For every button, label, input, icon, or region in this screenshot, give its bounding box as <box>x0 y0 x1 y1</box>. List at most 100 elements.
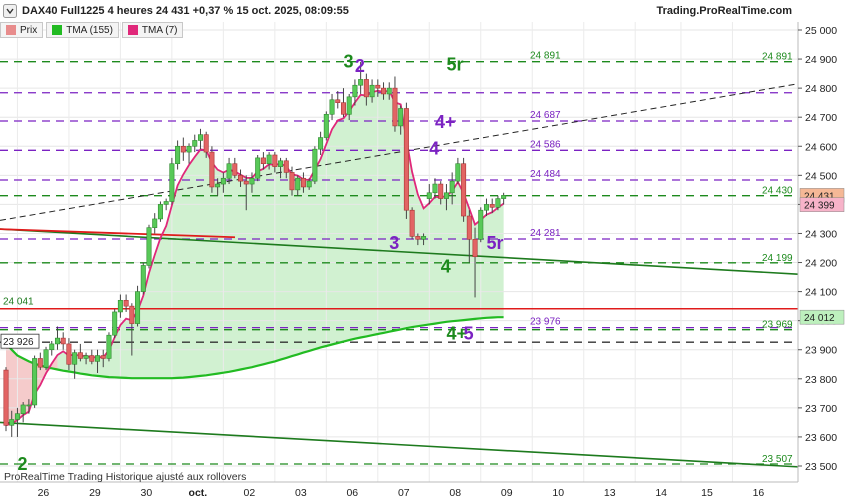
candle-body <box>169 163 175 202</box>
moving-averages <box>5 89 505 427</box>
x-tick-label: 14 <box>655 487 667 499</box>
indicator-legend: Prix TMA (155) TMA (7) <box>0 22 184 38</box>
x-tick-label: 29 <box>89 487 101 499</box>
level-mid-label: 23 976 <box>530 317 561 328</box>
candle-body <box>295 177 301 191</box>
wave-count-label: 3 <box>389 233 399 253</box>
wave-count-label: 5 <box>464 323 474 343</box>
y-tick-label: 24 100 <box>805 287 837 299</box>
candle-body <box>163 201 169 205</box>
x-tick-label: oct. <box>189 487 208 499</box>
candle-body <box>72 352 78 365</box>
y-tick-label: 24 700 <box>805 112 837 124</box>
channel-bottom-line <box>0 421 799 468</box>
candle-body <box>106 334 112 359</box>
candle-body <box>129 305 135 324</box>
y-tick-label: 23 600 <box>805 432 837 444</box>
candle-body <box>117 300 123 313</box>
candle-body <box>369 84 375 98</box>
candle-body <box>340 102 346 115</box>
candle-body <box>312 148 318 182</box>
left-price-label: 24 041 <box>3 297 34 308</box>
left-price-tag-box <box>0 333 40 349</box>
bearish-fill-area <box>6 343 58 426</box>
level-right-label: 23 969 <box>762 320 793 331</box>
candle-body <box>197 134 203 141</box>
x-tick-label: 08 <box>449 487 461 499</box>
wave-count-label: 5r <box>486 233 503 253</box>
legend-item-tma-155[interactable]: TMA (155) <box>46 22 119 38</box>
candle-body <box>14 413 20 420</box>
price-tag-label: 24 399 <box>804 201 835 212</box>
candle-body <box>466 215 472 240</box>
candle-body <box>323 113 329 138</box>
legend-swatch-icon <box>6 25 16 35</box>
candle-body <box>449 180 455 194</box>
y-tick-label: 24 200 <box>805 258 837 270</box>
wave-count-label: 2 <box>355 56 365 76</box>
level-mid-label: 24 484 <box>530 169 561 180</box>
candle-body <box>43 349 49 368</box>
level-right-label: 24 199 <box>762 253 793 264</box>
legend-swatch-icon <box>52 25 63 35</box>
candle-body <box>140 265 146 292</box>
candle-body <box>386 87 392 95</box>
legend-item-prix[interactable]: Prix <box>0 22 44 38</box>
candle-body <box>215 183 221 188</box>
candle-body <box>9 419 15 426</box>
candle-body <box>95 355 101 362</box>
chart-header: DAX40 Full1225 4 heures 24 431 +0,37 % 1… <box>0 0 850 22</box>
legend-item-tma-7[interactable]: TMA (7) <box>121 22 184 38</box>
candle-body <box>489 204 495 208</box>
candle-body <box>60 337 66 345</box>
level-mid-label: 24 281 <box>530 228 561 239</box>
y-axis-background <box>798 22 850 482</box>
channel-top-line <box>0 228 799 275</box>
y-tick-label: 25 000 <box>805 25 837 37</box>
candle-body <box>461 163 467 217</box>
candle-body <box>135 291 141 324</box>
candle-body <box>180 145 186 153</box>
wave-count-label: 4+ <box>435 112 456 132</box>
candle-body <box>375 84 381 89</box>
level-lines: 24 891 24 687 24 586 24 484 24 281 23 976 <box>0 51 798 465</box>
candle-body <box>203 134 209 153</box>
candle-body <box>20 404 26 414</box>
candle-body <box>146 227 152 266</box>
tma-155-line <box>5 316 504 380</box>
wave-count-label: 5r <box>446 54 463 74</box>
legend-swatch-icon <box>127 25 138 35</box>
level-mid-label: 24 586 <box>530 139 561 150</box>
source-label: Trading.ProRealTime.com <box>656 5 792 17</box>
menu-icon[interactable] <box>3 4 17 18</box>
candle-body <box>255 157 261 179</box>
wave-count-label: 4 <box>429 139 439 159</box>
candle-body <box>26 404 32 407</box>
y-tick-label: 23 800 <box>805 374 837 386</box>
x-axis: 26 29 30 oct. 02 03 06 07 08 09 10 13 14 15 16 <box>0 481 798 499</box>
y-tick-label: 24 500 <box>805 170 837 182</box>
candle-body <box>266 154 272 165</box>
candle-body <box>220 177 226 185</box>
legend-label: TMA (155) <box>66 24 113 36</box>
upper-trend-line <box>0 83 799 221</box>
candle-body <box>3 369 9 426</box>
y-tick-label: 23 900 <box>805 345 837 357</box>
legend-label: Prix <box>20 24 38 36</box>
candle-body <box>66 343 72 365</box>
candle-body <box>455 163 461 182</box>
candle-body <box>83 355 89 359</box>
y-tick-label: 24 600 <box>805 141 837 153</box>
level-mid-label: 24 891 <box>530 51 561 62</box>
y-tick-label: 23 700 <box>805 403 837 415</box>
candle-body <box>398 108 404 127</box>
candle-body <box>329 99 335 115</box>
wave-count-label: 3 <box>343 52 353 72</box>
left-price-label: 23 926 <box>3 337 34 348</box>
candle-body <box>77 352 83 359</box>
candle-body <box>358 79 364 86</box>
candle-body <box>392 87 398 127</box>
candles <box>3 61 507 437</box>
candle-body <box>501 195 507 199</box>
